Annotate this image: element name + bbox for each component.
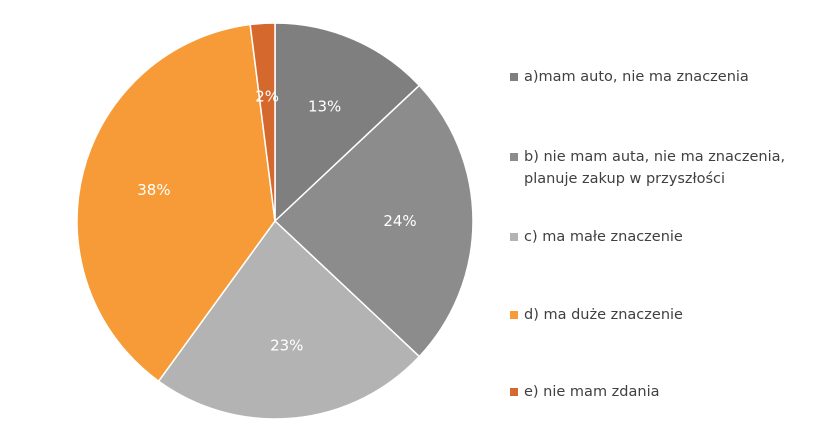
legend-label: c) ma małe znaczenie <box>524 229 683 245</box>
legend-label: d) ma duże znaczenie <box>524 307 683 323</box>
pie-slice <box>249 22 276 222</box>
legend-swatch <box>510 73 518 81</box>
legend-item: e) nie mam zdania <box>510 381 824 403</box>
legend-item: c) ma małe znaczenie <box>510 226 824 248</box>
legend-item: a)mam auto, nie ma znaczenia <box>510 66 824 88</box>
legend-label: b) nie mam auta, nie ma znaczenia, planu… <box>524 149 786 187</box>
pie-slice <box>273 84 474 358</box>
pie-slice <box>274 22 421 223</box>
slice-data-label: 24% <box>383 212 416 230</box>
legend-swatch <box>510 388 518 396</box>
slice-data-label: 23% <box>270 336 303 354</box>
legend-item: d) ma duże znaczenie <box>510 304 824 326</box>
legend-swatch <box>510 311 518 319</box>
pie-slice <box>157 219 421 420</box>
legend-item: b) nie mam auta, nie ma znaczenia, planu… <box>510 146 824 190</box>
legend-label: a)mam auto, nie ma znaczenia <box>524 69 749 85</box>
slice-data-label: 2% <box>255 87 279 105</box>
legend-swatch <box>510 153 518 161</box>
legend-swatch <box>510 233 518 241</box>
slice-data-label: 13% <box>308 97 341 115</box>
slice-data-label: 38% <box>137 181 170 199</box>
pie-slice <box>76 23 276 383</box>
legend-label: e) nie mam zdania <box>524 384 660 400</box>
